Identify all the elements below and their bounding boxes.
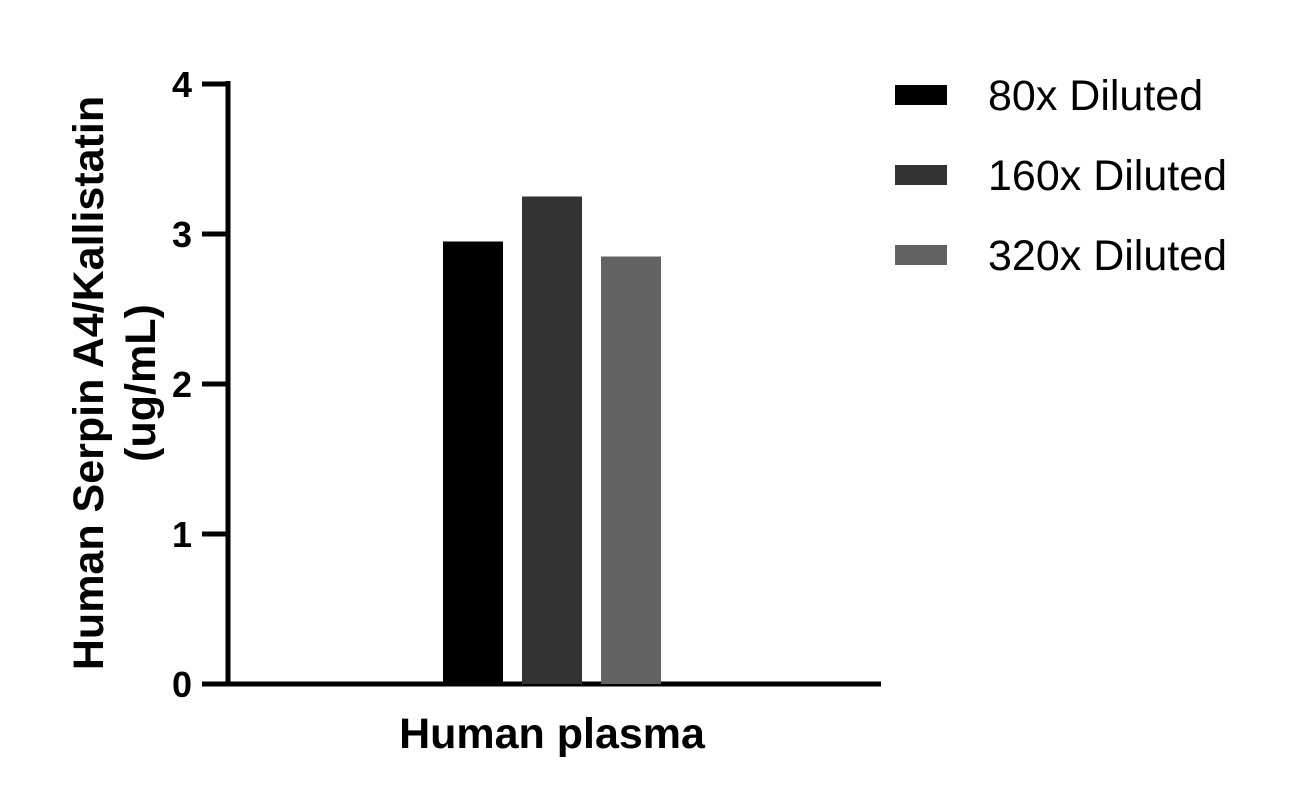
legend-label-0: 80x Diluted: [988, 72, 1203, 120]
y-axis-ticks: 0 1 2 3 4: [172, 64, 228, 705]
y-tick-label-0: 0: [172, 664, 192, 705]
legend-swatch-2: [895, 245, 947, 265]
legend-label-1: 160x Diluted: [988, 152, 1227, 200]
bar-320x-diluted: [601, 256, 661, 684]
y-tick-label-2: 2: [172, 364, 192, 405]
legend-swatch-0: [895, 85, 947, 105]
legend-swatch-1: [895, 165, 947, 185]
y-tick-label-3: 3: [172, 214, 192, 255]
y-axis-title-line2: (ug/mL): [117, 304, 165, 462]
y-tick-label-4: 4: [172, 64, 192, 105]
legend: 80x Diluted 160x Diluted 320x Diluted: [895, 72, 1227, 280]
x-axis-title: Human plasma: [399, 710, 706, 758]
bar-80x-diluted: [443, 241, 503, 684]
y-tick-label-1: 1: [172, 514, 192, 555]
bars-group: [443, 196, 661, 684]
legend-label-2: 320x Diluted: [988, 232, 1227, 280]
y-axis-title: Human Serpin A4/Kallistatin (ug/mL): [65, 96, 165, 670]
y-axis-title-line1: Human Serpin A4/Kallistatin: [65, 96, 113, 670]
bar-160x-diluted: [522, 196, 582, 684]
